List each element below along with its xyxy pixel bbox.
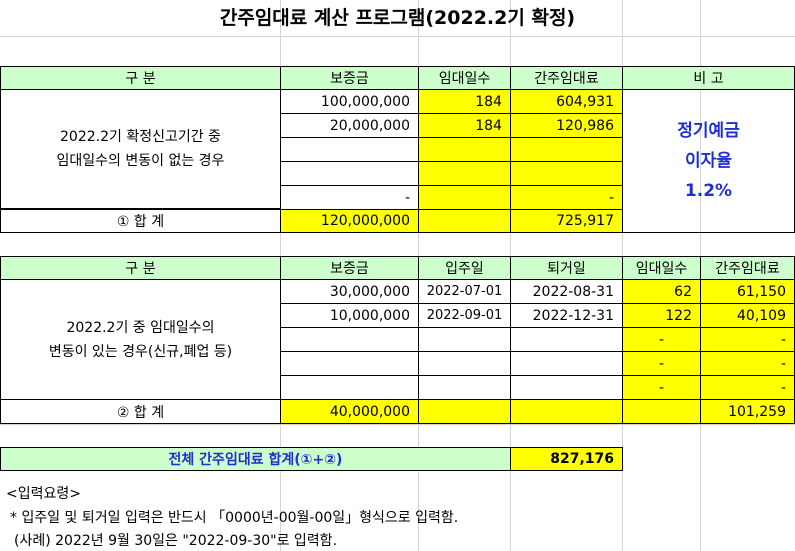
deposit-cell[interactable]: [280, 351, 419, 376]
deposit-cell[interactable]: 20,000,000: [280, 113, 419, 138]
total-days[interactable]: [622, 399, 701, 424]
days-cell[interactable]: [418, 137, 511, 162]
total-deposit[interactable]: 40,000,000: [280, 399, 419, 424]
header-move-in: 입주일: [418, 256, 511, 280]
header-category: 구 분: [0, 256, 281, 280]
days-cell[interactable]: [418, 161, 511, 186]
header-days: 임대일수: [418, 66, 511, 90]
move-out-cell[interactable]: 2022-12-31: [510, 303, 623, 328]
grid-row-line: [0, 36, 795, 37]
header-deposit: 보증금: [280, 256, 419, 280]
description-cell[interactable]: 2022.2기 확정신고기간 중 임대일수의 변동이 없는 경우: [0, 89, 281, 209]
notes-heading: <입력요령>: [6, 486, 81, 502]
header-remark: 비 고: [622, 66, 795, 90]
deposit-cell[interactable]: [280, 161, 419, 186]
rent-cell[interactable]: -: [700, 375, 795, 400]
header-rent: 간주임대료: [700, 256, 795, 280]
deposit-cell[interactable]: 30,000,000: [280, 279, 419, 304]
deposit-cell[interactable]: [280, 327, 419, 352]
rent-cell[interactable]: 40,109: [700, 303, 795, 328]
total-label: ① 합 계: [0, 209, 281, 233]
description-cell[interactable]: 2022.2기 중 임대일수의 변동이 있는 경우(신규,폐업 등): [0, 279, 281, 400]
page-title: 간주임대료 계산 프로그램(2022.2기 확정): [219, 7, 576, 29]
days-cell[interactable]: 62: [622, 279, 701, 304]
move-out-cell[interactable]: [510, 375, 623, 400]
days-cell[interactable]: 184: [418, 113, 511, 138]
move-in-cell[interactable]: [418, 327, 511, 352]
rent-cell[interactable]: -: [700, 327, 795, 352]
days-cell[interactable]: 122: [622, 303, 701, 328]
grid-row-line: [0, 424, 795, 425]
total-rent[interactable]: 101,259: [700, 399, 795, 424]
description-text: 2022.2기 확정신고기간 중 임대일수의 변동이 없는 경우: [56, 129, 225, 169]
rent-cell[interactable]: -: [510, 185, 623, 210]
total-days[interactable]: [418, 209, 511, 233]
rent-cell[interactable]: -: [700, 351, 795, 376]
move-in-cell[interactable]: [418, 351, 511, 376]
rent-cell[interactable]: 604,931: [510, 89, 623, 114]
header-category: 구 분: [0, 66, 281, 90]
total-deposit[interactable]: 120,000,000: [280, 209, 419, 233]
header-days: 임대일수: [622, 256, 701, 280]
total-move-in[interactable]: [418, 399, 511, 424]
days-cell[interactable]: [418, 185, 511, 210]
rent-cell[interactable]: 120,986: [510, 113, 623, 138]
days-cell[interactable]: -: [622, 351, 701, 376]
move-out-cell[interactable]: [510, 327, 623, 352]
deposit-cell[interactable]: -: [280, 185, 419, 210]
grand-total-label: 전체 간주임대료 합계(①+②): [0, 447, 511, 471]
days-cell[interactable]: -: [622, 327, 701, 352]
move-in-cell[interactable]: [418, 375, 511, 400]
deposit-cell[interactable]: [280, 137, 419, 162]
header-move-out: 퇴거일: [510, 256, 623, 280]
total-move-out[interactable]: [510, 399, 623, 424]
move-in-cell[interactable]: 2022-07-01: [418, 279, 511, 304]
header-rent: 간주임대료: [510, 66, 623, 90]
rent-cell[interactable]: [510, 161, 623, 186]
header-deposit: 보증금: [280, 66, 419, 90]
grand-total-value[interactable]: 827,176: [510, 447, 623, 471]
interest-rate: 1.2%: [684, 181, 733, 201]
remark-line: 이자율: [685, 151, 732, 171]
total-rent[interactable]: 725,917: [510, 209, 623, 233]
deposit-cell[interactable]: 100,000,000: [280, 89, 419, 114]
remark-line: 정기예금: [677, 121, 740, 141]
remark-cell: 정기예금 이자율 1.2%: [622, 89, 795, 233]
move-out-cell[interactable]: [510, 351, 623, 376]
rent-cell[interactable]: 61,150: [700, 279, 795, 304]
rent-cell[interactable]: [510, 137, 623, 162]
deposit-cell[interactable]: 10,000,000: [280, 303, 419, 328]
notes-line: * 입주일 및 퇴거일 입력은 반드시 「0000년-00월-00일」형식으로 …: [10, 510, 459, 526]
deposit-cell[interactable]: [280, 375, 419, 400]
description-text: 2022.2기 중 임대일수의 변동이 있는 경우(신규,폐업 등): [48, 319, 233, 360]
days-cell[interactable]: 184: [418, 89, 511, 114]
days-cell[interactable]: -: [622, 375, 701, 400]
move-in-cell[interactable]: 2022-09-01: [418, 303, 511, 328]
move-out-cell[interactable]: 2022-08-31: [510, 279, 623, 304]
notes-line: (사례) 2022년 9월 30일은 "2022-09-30"로 입력함.: [14, 533, 338, 549]
total-label: ② 합 계: [0, 399, 281, 424]
